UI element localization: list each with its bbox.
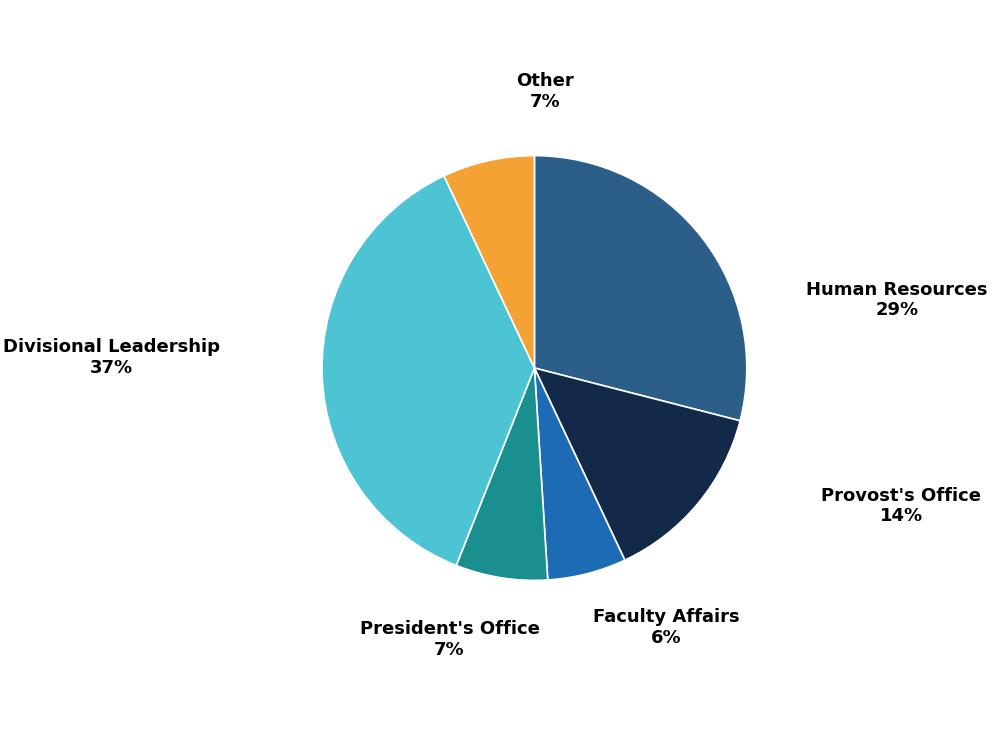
Wedge shape xyxy=(534,368,740,560)
Text: Other
7%: Other 7% xyxy=(516,73,574,111)
Wedge shape xyxy=(534,368,625,580)
Wedge shape xyxy=(322,176,534,565)
Text: Faculty Affairs
6%: Faculty Affairs 6% xyxy=(593,608,739,646)
Text: President's Office
7%: President's Office 7% xyxy=(360,620,539,659)
Wedge shape xyxy=(444,155,534,368)
Text: Human Resources
29%: Human Resources 29% xyxy=(806,280,988,319)
Text: Divisional Leadership
37%: Divisional Leadership 37% xyxy=(3,338,220,377)
Text: Provost's Office
14%: Provost's Office 14% xyxy=(821,486,981,526)
Wedge shape xyxy=(534,155,747,421)
Wedge shape xyxy=(456,368,548,581)
